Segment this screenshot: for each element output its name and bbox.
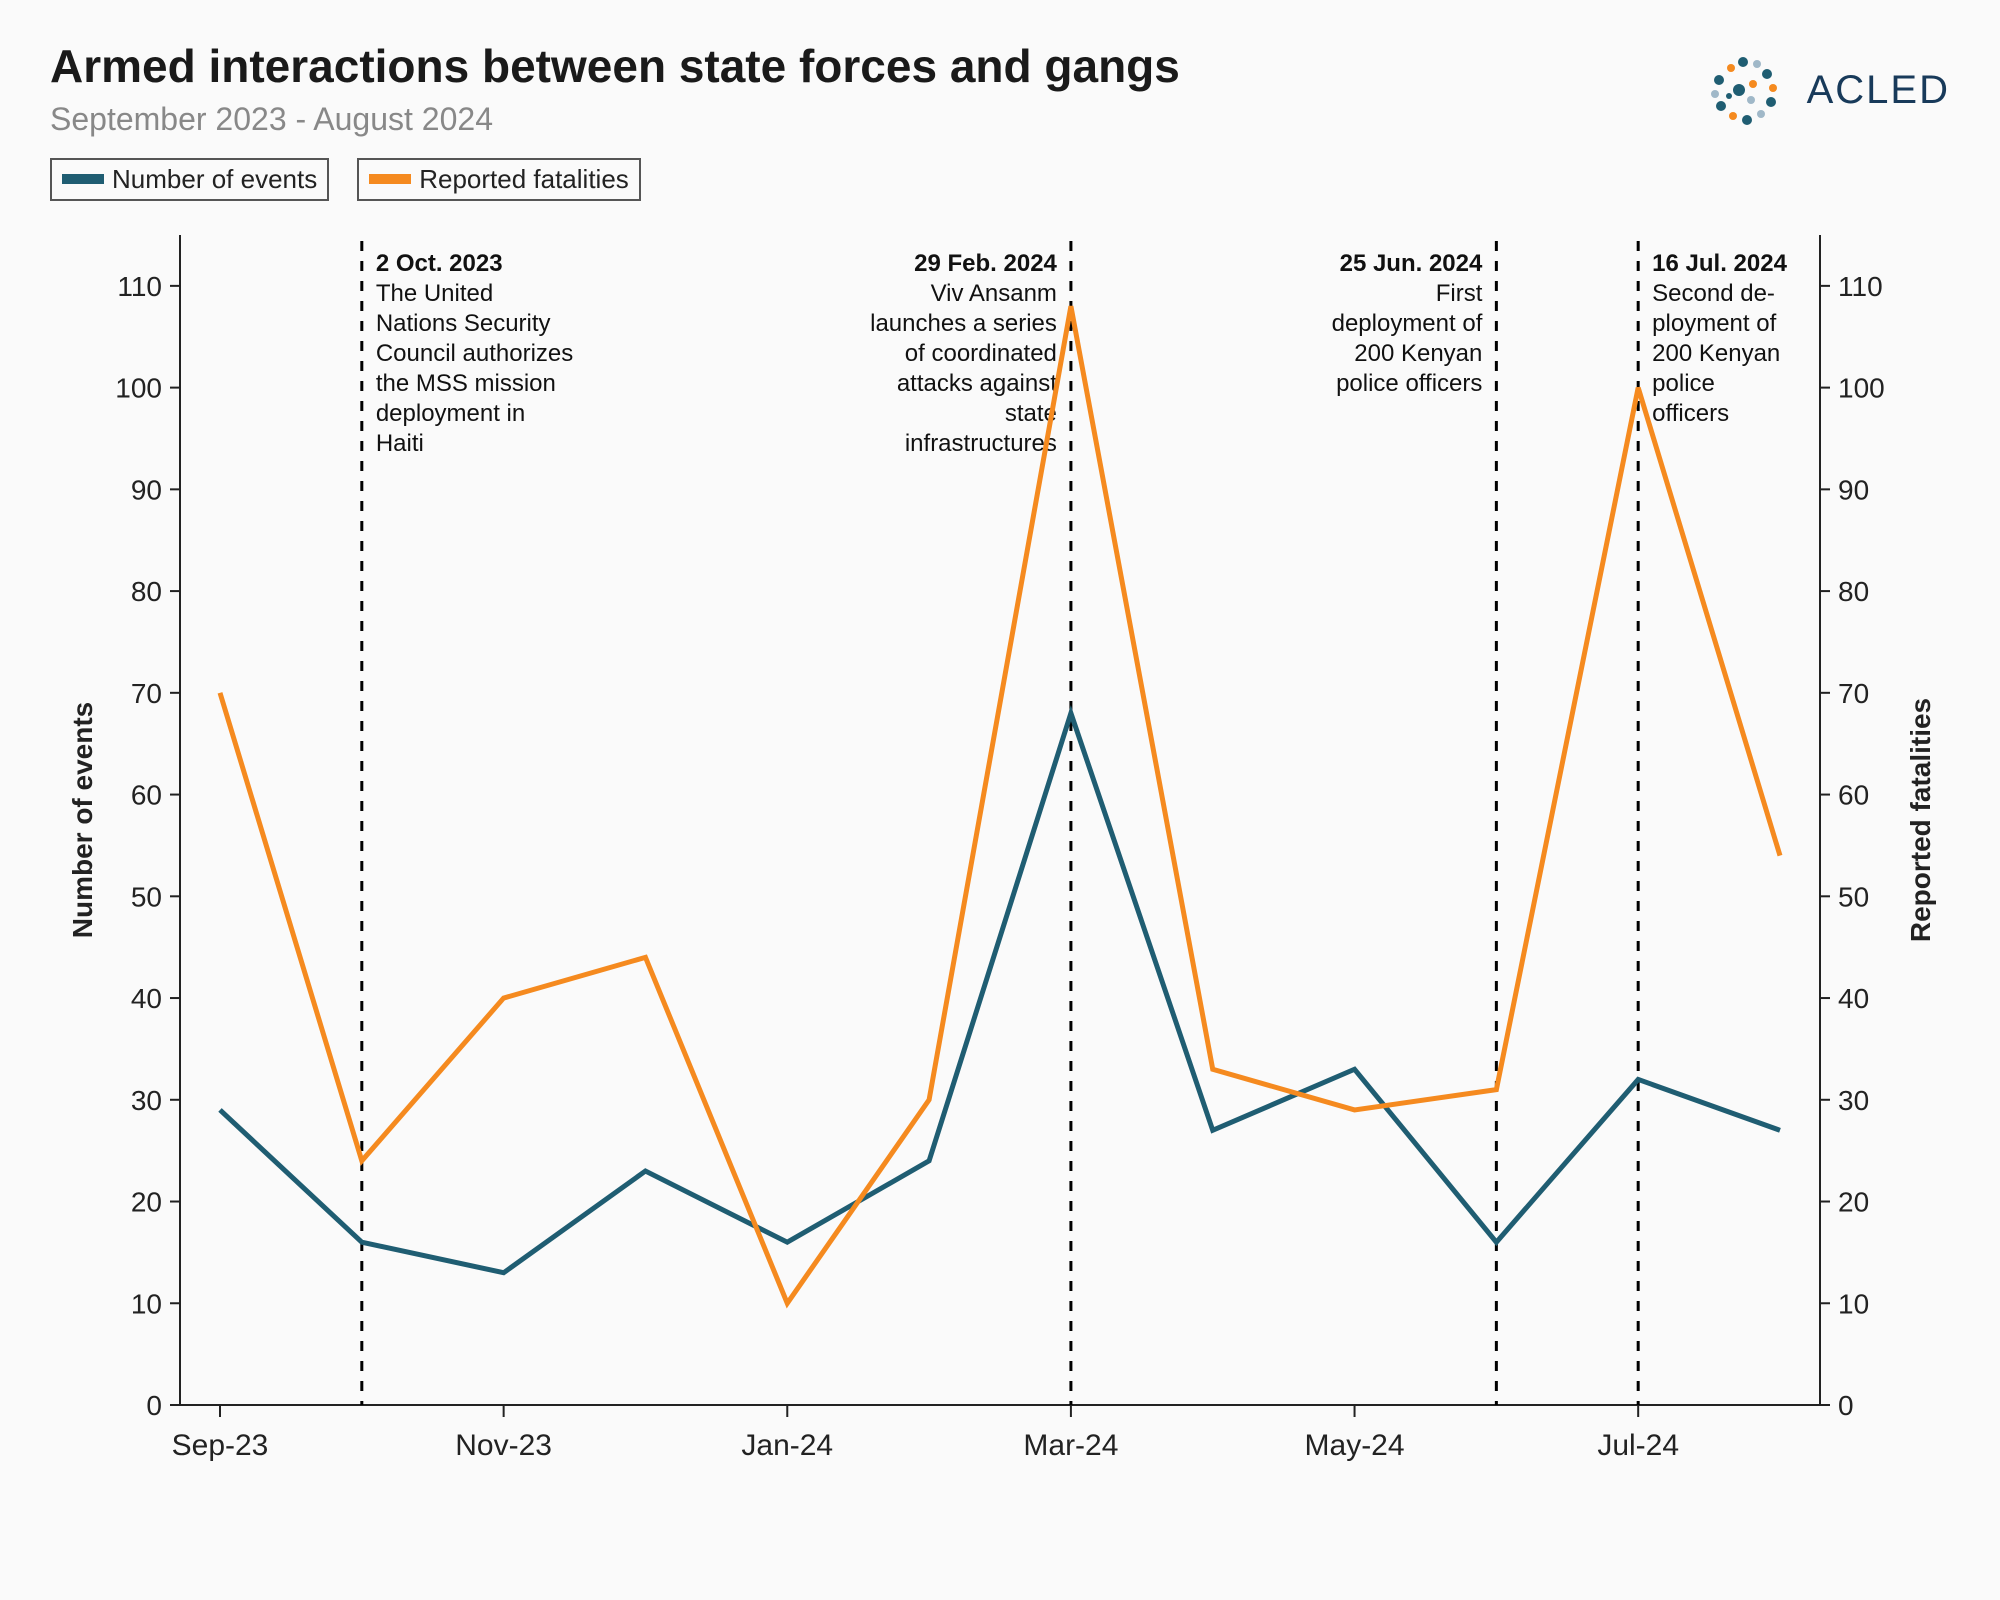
svg-text:Second de-: Second de- xyxy=(1652,280,1775,307)
svg-text:0: 0 xyxy=(1838,1390,1854,1421)
svg-text:police: police xyxy=(1652,370,1715,397)
legend: Number of events Reported fatalities xyxy=(50,158,1950,201)
legend-item-fatalities: Reported fatalities xyxy=(357,158,641,201)
svg-text:attacks against: attacks against xyxy=(897,370,1057,397)
line-chart: 0 10 20 30 40 50 60 70 80 90 100 110 0 10 20 30 40 50 60 70… xyxy=(50,215,1950,1495)
svg-text:50: 50 xyxy=(131,881,162,912)
title-block: Armed interactions between state forces … xyxy=(50,40,1180,138)
svg-text:70: 70 xyxy=(131,678,162,709)
legend-swatch-fatalities xyxy=(369,174,411,184)
svg-text:10: 10 xyxy=(131,1288,162,1319)
svg-text:police officers: police officers xyxy=(1336,370,1482,397)
svg-text:90: 90 xyxy=(1838,474,1869,505)
svg-text:200 Kenyan: 200 Kenyan xyxy=(1354,340,1482,367)
svg-text:25 Jun. 2024: 25 Jun. 2024 xyxy=(1340,250,1483,277)
svg-text:20: 20 xyxy=(1838,1186,1869,1217)
svg-text:Jan-24: Jan-24 xyxy=(741,1429,833,1462)
legend-label-events: Number of events xyxy=(112,164,317,195)
chart-subtitle: September 2023 - August 2024 xyxy=(50,101,1180,138)
svg-text:110: 110 xyxy=(1838,271,1883,302)
svg-text:the MSS mission: the MSS mission xyxy=(376,370,556,397)
svg-text:2 Oct. 2023: 2 Oct. 2023 xyxy=(376,250,503,277)
svg-text:ployment of: ployment of xyxy=(1652,310,1776,337)
svg-text:100: 100 xyxy=(1838,372,1885,403)
svg-text:90: 90 xyxy=(131,474,162,505)
legend-label-fatalities: Reported fatalities xyxy=(419,164,629,195)
svg-text:60: 60 xyxy=(131,779,162,810)
svg-text:Haiti: Haiti xyxy=(376,430,424,457)
svg-text:10: 10 xyxy=(1838,1288,1869,1319)
svg-text:officers: officers xyxy=(1652,400,1729,427)
svg-text:100: 100 xyxy=(115,372,162,403)
logo: ACLED xyxy=(1699,40,1950,130)
svg-text:Number of events: Number of events xyxy=(67,702,98,939)
svg-text:infrastructures: infrastructures xyxy=(905,430,1057,457)
svg-text:Viv Ansanm: Viv Ansanm xyxy=(931,280,1057,307)
acled-globe-icon xyxy=(1699,50,1789,130)
svg-text:First: First xyxy=(1436,280,1483,307)
svg-text:40: 40 xyxy=(131,983,162,1014)
chart-area: 0 10 20 30 40 50 60 70 80 90 100 110 0 10 20 30 40 50 60 70… xyxy=(50,215,1950,1495)
svg-text:16 Jul. 2024: 16 Jul. 2024 xyxy=(1652,250,1787,277)
svg-text:launches a series: launches a series xyxy=(870,310,1057,337)
svg-text:Jul-24: Jul-24 xyxy=(1597,1429,1679,1462)
svg-text:The United: The United xyxy=(376,280,493,307)
svg-text:of coordinated: of coordinated xyxy=(905,340,1057,367)
svg-text:Reported fatalities: Reported fatalities xyxy=(1905,698,1936,942)
chart-header: Armed interactions between state forces … xyxy=(50,40,1950,138)
svg-text:20: 20 xyxy=(131,1186,162,1217)
svg-text:Mar-24: Mar-24 xyxy=(1023,1429,1118,1462)
svg-text:May-24: May-24 xyxy=(1305,1429,1405,1462)
svg-text:70: 70 xyxy=(1838,678,1869,709)
svg-text:60: 60 xyxy=(1838,779,1869,810)
svg-text:80: 80 xyxy=(131,576,162,607)
legend-swatch-events xyxy=(62,174,104,184)
svg-text:Sep-23: Sep-23 xyxy=(172,1429,269,1462)
svg-text:Council authorizes: Council authorizes xyxy=(376,340,573,367)
svg-text:30: 30 xyxy=(1838,1085,1869,1116)
chart-title: Armed interactions between state forces … xyxy=(50,40,1180,93)
svg-text:200 Kenyan: 200 Kenyan xyxy=(1652,340,1780,367)
svg-text:50: 50 xyxy=(1838,881,1869,912)
logo-text: ACLED xyxy=(1807,68,1950,113)
svg-text:deployment in: deployment in xyxy=(376,400,525,427)
svg-text:110: 110 xyxy=(117,271,162,302)
legend-item-events: Number of events xyxy=(50,158,329,201)
svg-text:Nov-23: Nov-23 xyxy=(455,1429,552,1462)
svg-text:80: 80 xyxy=(1838,576,1869,607)
svg-text:0: 0 xyxy=(146,1390,162,1421)
svg-text:29 Feb. 2024: 29 Feb. 2024 xyxy=(914,250,1057,277)
svg-text:40: 40 xyxy=(1838,983,1869,1014)
svg-text:deployment of: deployment of xyxy=(1332,310,1483,337)
svg-text:Nations Security: Nations Security xyxy=(376,310,551,337)
svg-text:30: 30 xyxy=(131,1085,162,1116)
